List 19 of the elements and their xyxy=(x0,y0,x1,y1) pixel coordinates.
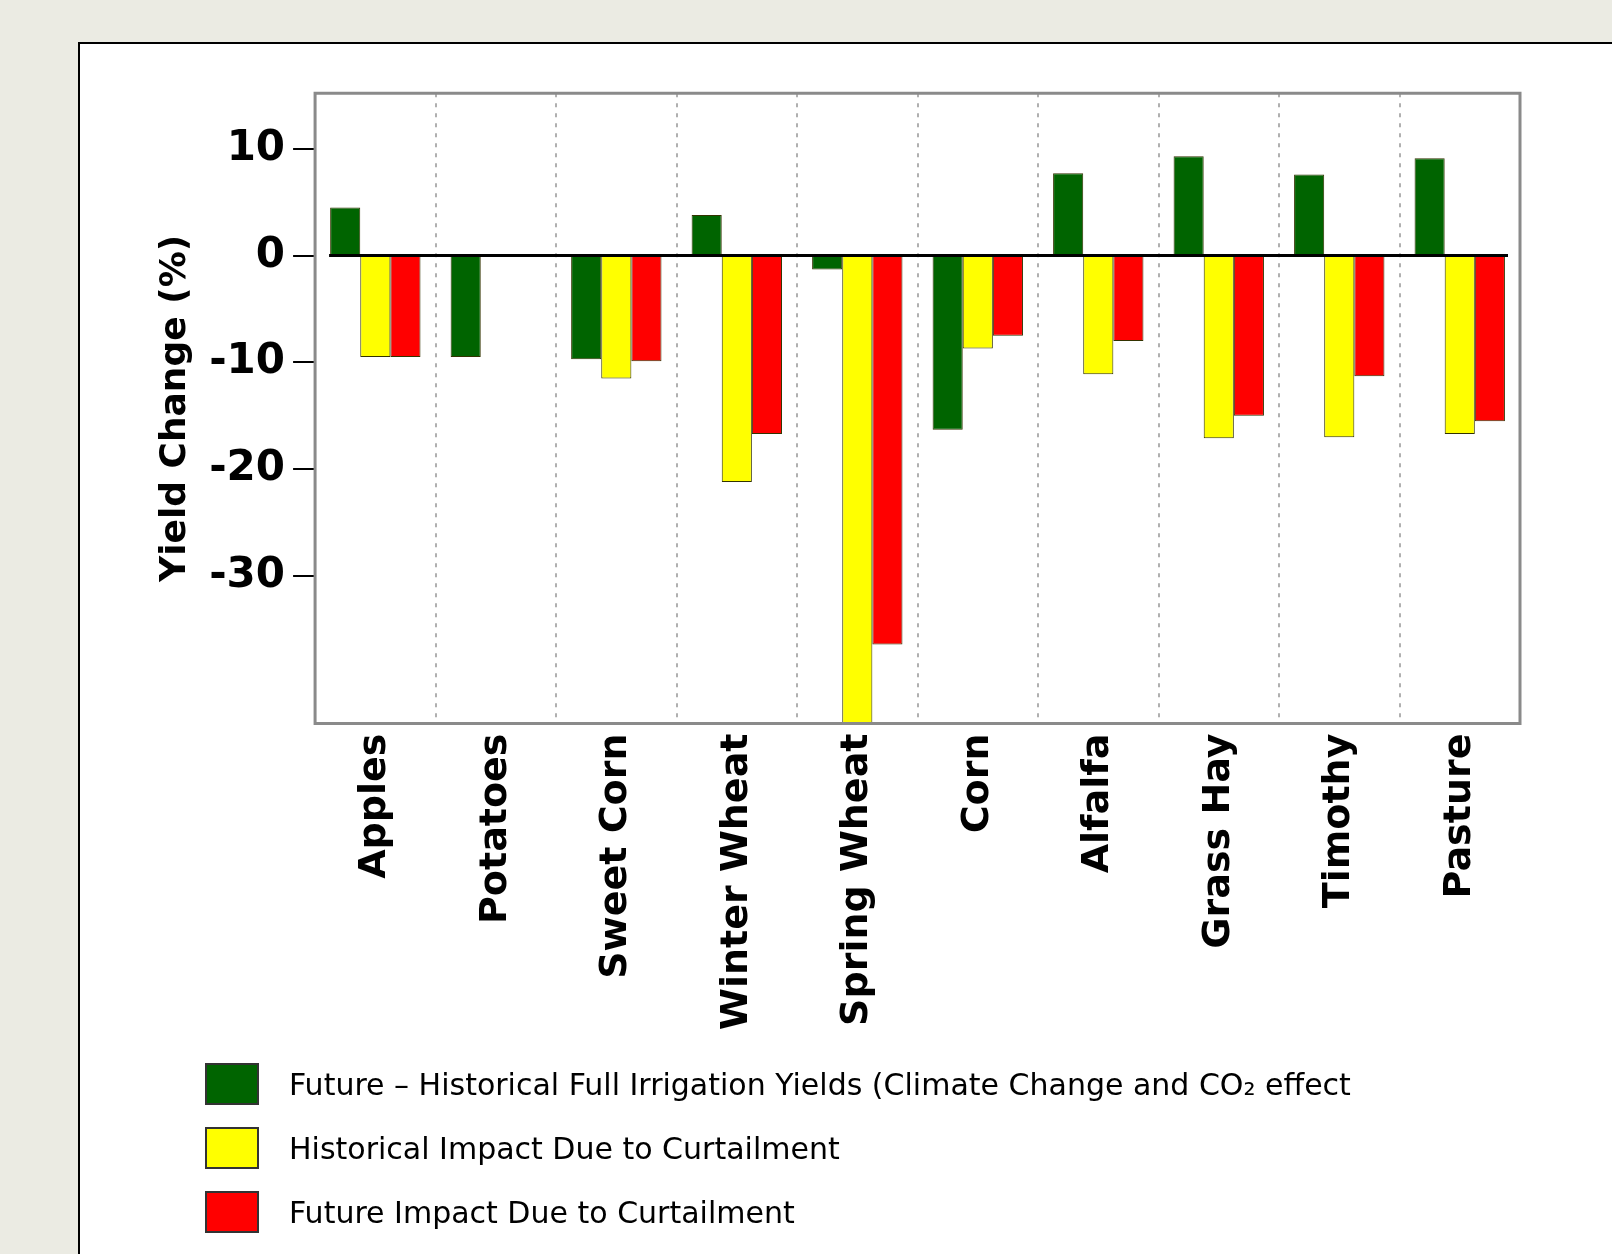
legend-label: Historical Impact Due to Curtailment xyxy=(289,1130,840,1166)
x-tick-label: Winter Wheat xyxy=(711,733,756,1030)
x-tick-label: Spring Wheat xyxy=(832,733,877,1026)
x-tick-label: Potatoes xyxy=(470,733,515,924)
y-tick-label: -20 xyxy=(209,441,286,491)
legend-label: Future Impact Due to Curtailment xyxy=(289,1194,795,1230)
x-tick-label: Apples xyxy=(350,733,395,879)
x-tick-label: Corn xyxy=(952,733,997,834)
y-axis-title: Yield Change (%) xyxy=(151,234,193,583)
y-tick-label: -10 xyxy=(209,334,286,384)
y-tick-label: 10 xyxy=(226,120,286,170)
x-tick-label: Grass Hay xyxy=(1193,733,1238,949)
x-tick-label: Alfalfa xyxy=(1073,733,1118,874)
legend-label: Future – Historical Full Irrigation Yields (Climate Change and CO₂ effect xyxy=(289,1066,1351,1102)
x-tick-label: Timothy xyxy=(1314,733,1359,909)
x-tick-label: Sweet Corn xyxy=(591,733,636,979)
y-tick-label: 0 xyxy=(255,227,286,277)
y-tick-label: -30 xyxy=(209,548,286,598)
x-tick-label: Pasture xyxy=(1434,733,1479,899)
